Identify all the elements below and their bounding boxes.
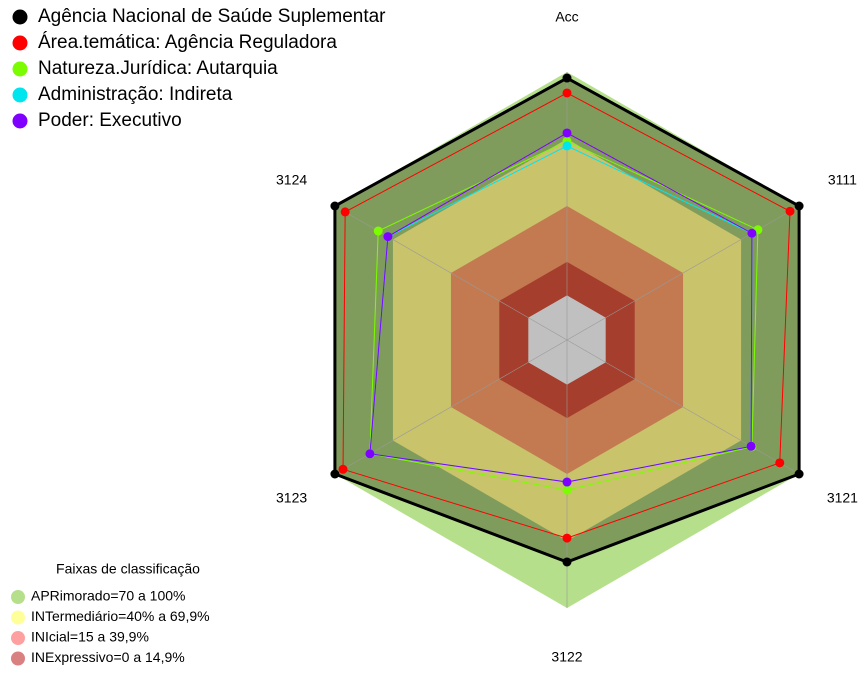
axis-label: Acc xyxy=(555,9,578,25)
legend-label: Área.temática: Agência Reguladora xyxy=(38,32,337,53)
legend-label: APRimorado=70 a 100% xyxy=(31,588,186,604)
point xyxy=(746,441,756,451)
point xyxy=(775,458,785,468)
axis-label: 3123 xyxy=(276,490,307,506)
legend-label: Agência Nacional de Saúde Suplementar xyxy=(38,6,386,27)
axis-label: 3111 xyxy=(828,172,857,188)
point xyxy=(794,469,804,479)
legend-marker xyxy=(12,35,28,51)
legend-marker xyxy=(12,113,28,129)
legend-title: Faixas de classificação xyxy=(56,561,200,577)
point xyxy=(340,207,350,217)
legend-marker xyxy=(11,590,25,604)
axis-label: 3122 xyxy=(551,649,582,665)
legend-marker xyxy=(11,610,25,625)
point xyxy=(562,533,572,543)
point xyxy=(785,206,795,216)
point xyxy=(562,88,572,98)
legend-label: Poder: Executivo xyxy=(38,110,182,131)
point xyxy=(562,141,572,151)
point xyxy=(562,73,572,83)
point xyxy=(562,485,572,495)
point xyxy=(562,477,572,487)
axis-label: 3121 xyxy=(827,490,858,506)
point xyxy=(330,469,340,479)
spoke xyxy=(566,339,800,475)
legend-label: INExpressivo=0 a 14,9% xyxy=(31,649,185,665)
legend-label: INTermediário=40% a 69,9% xyxy=(31,608,210,624)
legend-label: INIcial=15 a 39,9% xyxy=(31,629,149,645)
point xyxy=(373,226,383,236)
axis-label: 3124 xyxy=(276,172,307,188)
legend-marker xyxy=(12,9,28,25)
legend-label: Natureza.Jurídica: Autarquia xyxy=(38,58,278,79)
point xyxy=(338,464,348,474)
point xyxy=(562,128,572,138)
point xyxy=(330,201,340,211)
point xyxy=(383,232,393,242)
point xyxy=(794,201,804,211)
legend-label: Administração: Indireta xyxy=(38,84,233,105)
spoke xyxy=(334,205,568,341)
legend-marker xyxy=(11,631,25,645)
legend-marker xyxy=(12,87,28,103)
legend-marker xyxy=(11,651,25,666)
point xyxy=(365,449,375,459)
point xyxy=(562,557,572,567)
point xyxy=(747,228,757,238)
legend-marker xyxy=(12,61,28,77)
